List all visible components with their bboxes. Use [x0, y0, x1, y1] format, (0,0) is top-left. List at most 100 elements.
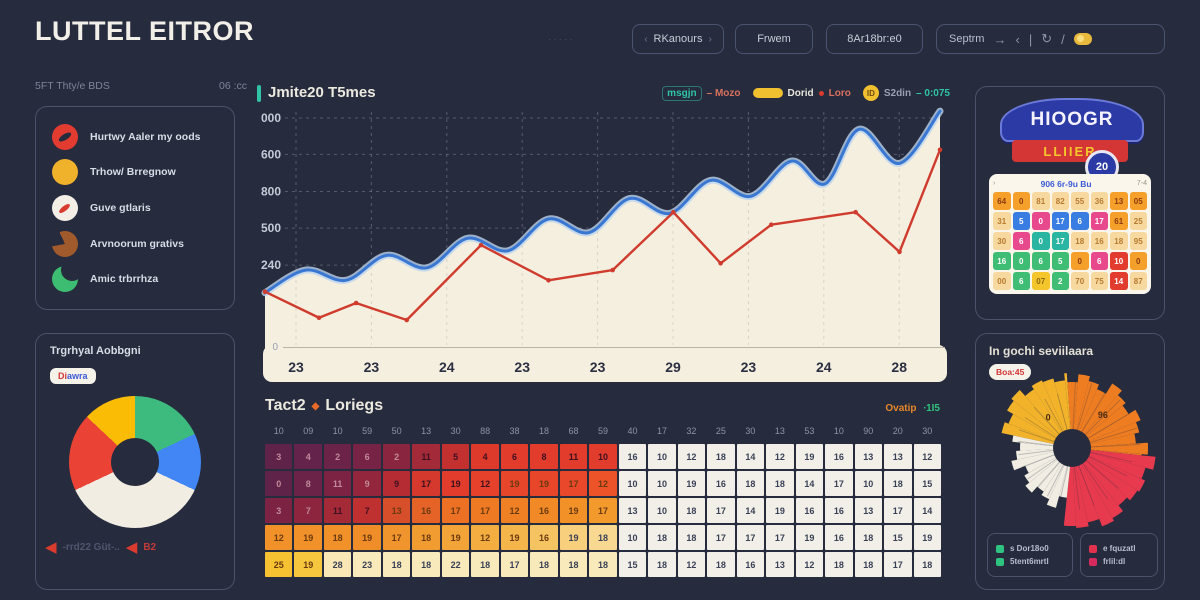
legend-series-2[interactable]: Dorid Loro [752, 87, 851, 99]
calendar-cell[interactable]: 2 [1051, 272, 1069, 290]
calendar-cell[interactable]: 36 [1090, 192, 1108, 210]
calendar-cell[interactable]: 0 [1032, 212, 1050, 230]
calendar-cell[interactable]: 00 [993, 272, 1011, 290]
calendar-cell[interactable]: 18 [1110, 232, 1128, 250]
heatmap-cell: 17 [736, 525, 765, 550]
calendar-cell[interactable]: 14 [1110, 272, 1128, 290]
slash-icon[interactable]: / [1061, 31, 1065, 47]
legend-item-3[interactable]: Guve gtlaris [52, 194, 234, 221]
nav-button-2[interactable]: Frwem [735, 24, 813, 54]
calendar-cell[interactable]: 18 [1071, 232, 1089, 250]
heatmap-cell: 16 [530, 525, 558, 550]
white-brush-icon [52, 194, 78, 221]
legend-item-4[interactable]: Arvnoorum grativs [52, 230, 234, 257]
heatmap-cell: 13 [766, 552, 794, 577]
calendar-cell[interactable]: 07 [1032, 272, 1050, 290]
calendar-cell[interactable]: 95 [1129, 232, 1147, 250]
heatmap-cell: 19 [441, 471, 470, 496]
svg-text:24: 24 [439, 359, 455, 375]
donut-chart [69, 396, 201, 528]
calendar-cell[interactable]: 16 [1090, 232, 1108, 250]
calendar-cell[interactable]: 0 [1012, 252, 1030, 270]
rose-chart: 0 96 [1001, 373, 1156, 528]
legend-label-2: Dorid [787, 87, 814, 99]
legend-item-3-label: Guve gtlaris [90, 201, 151, 214]
calendar-cell[interactable]: 17 [1090, 212, 1108, 230]
refresh-icon[interactable]: ↻ [1041, 31, 1053, 46]
calendar-cell[interactable]: 0 [1129, 252, 1147, 270]
divider: | [1028, 31, 1033, 47]
heatmap-col-header: 20 [892, 426, 903, 436]
calendar-cell[interactable]: 87 [1129, 272, 1147, 290]
calendar-cell[interactable]: 25 [1129, 212, 1147, 230]
heatmap-cell: 18 [736, 471, 765, 496]
calendar-cell[interactable]: 10 [1110, 252, 1128, 270]
chevron-left-icon[interactable]: ‹ [1015, 31, 1020, 47]
pie-card-badge[interactable]: Diawra [50, 368, 96, 384]
heatmap-cell: 18 [884, 471, 912, 496]
heatmap-cell: 12 [471, 471, 499, 496]
heatmap-cell: 23 [353, 552, 381, 577]
heatmap-col-header: 17 [656, 426, 667, 436]
heatmap-cell: 3 [265, 444, 293, 469]
legend-swatch [1089, 544, 1097, 553]
calendar-cell[interactable]: 30 [993, 232, 1011, 250]
legend-series-3[interactable]: ID S2din – 0:075 [862, 85, 950, 101]
calendar-cell[interactable]: 61 [1110, 212, 1128, 230]
calendar-header-right[interactable]: 7-4 [1136, 180, 1147, 187]
calendar-cell[interactable]: 5 [1051, 252, 1069, 270]
calendar-cell[interactable]: 0 [1071, 252, 1089, 270]
calendar-cell[interactable]: 82 [1051, 192, 1069, 210]
calendar-cell[interactable]: 6 [1071, 212, 1089, 230]
calendar-cell[interactable]: 75 [1090, 272, 1108, 290]
legend-item-2[interactable]: Trhow/ Brregnow [52, 159, 234, 186]
calendar-cell[interactable]: 81 [1032, 192, 1050, 210]
prev-arrow-icon-2[interactable]: ◀ [125, 539, 138, 556]
faint-scribble: ····· [548, 34, 575, 45]
calendar-cell[interactable]: 0 [1032, 232, 1050, 250]
legend-item-1[interactable]: Hurtwy Aaler my oods [52, 123, 234, 150]
heatmap-cell: 17 [500, 552, 529, 577]
rose-badge[interactable]: Boa:45 [989, 364, 1032, 380]
heatmap-cell: 11 [323, 498, 352, 523]
calendar-cell[interactable]: 6 [1090, 252, 1108, 270]
legend-series-1[interactable]: msgjn – Mozo [662, 85, 741, 101]
calendar-cell[interactable]: 13 [1110, 192, 1128, 210]
calendar-cell[interactable]: 16 [993, 252, 1011, 270]
calendar-cell[interactable]: 5 [1012, 212, 1030, 230]
nav-button-3[interactable]: 8Ar18br:e0 [826, 24, 923, 54]
pie-footer: ◀ -rrd22 Güt-.. ◀ B2 [45, 540, 225, 555]
prev-arrow-icon[interactable]: ◀ [45, 539, 57, 556]
calendar-header-left[interactable]: › [993, 180, 996, 187]
rose-title: In gochi seviilaara [989, 344, 1094, 358]
calendar-cell[interactable]: 0 [1012, 192, 1030, 210]
rose-legend-label: e fquzatl [1103, 544, 1136, 553]
nav-button-1[interactable]: ‹ RKanours › [632, 24, 724, 54]
coins-icon[interactable] [1073, 33, 1092, 45]
calendar-cell[interactable]: 31 [993, 212, 1011, 230]
calendar-cell[interactable]: 64 [993, 192, 1011, 210]
calendar-cell[interactable]: 55 [1071, 192, 1089, 210]
legend-item-5[interactable]: Amic trbrrhza [52, 259, 234, 293]
heatmap-cell: 19 [559, 498, 588, 523]
calendar-cell[interactable]: 6 [1032, 252, 1050, 270]
heatmap-cell: 6 [353, 444, 381, 469]
svg-text:24: 24 [816, 359, 832, 375]
calendar-cell[interactable]: 17 [1051, 212, 1069, 230]
calendar-cell[interactable]: 6 [1012, 272, 1030, 290]
heatmap-cell: 17 [412, 471, 440, 496]
yellow-pill-swatch [752, 88, 783, 98]
heatmap-aside-value: ∙1I5 [923, 403, 940, 414]
chart-legend: msgjn – Mozo Dorid Loro ID S2din – 0:075 [620, 85, 950, 101]
heatmap-cell: 16 [412, 498, 440, 523]
heatmap-cell: 18 [412, 552, 440, 577]
heatmap-cell: 16 [618, 444, 647, 469]
heatmap-cell: 17 [766, 525, 794, 550]
calendar-cell[interactable]: 6 [1012, 232, 1030, 250]
calendar-grid: 64 0 81 82 55 36 13 05 31 5 0 17 6 17 61 25 30 6 0 17 18 16 18… [993, 192, 1147, 290]
calendar-cell[interactable]: 05 [1129, 192, 1147, 210]
calendar-cell[interactable]: 70 [1071, 272, 1089, 290]
wavy-arrow-icon[interactable]: → [993, 31, 1007, 47]
calendar-cell[interactable]: 17 [1051, 232, 1069, 250]
nav-button-1-label: RKanours [653, 33, 703, 45]
